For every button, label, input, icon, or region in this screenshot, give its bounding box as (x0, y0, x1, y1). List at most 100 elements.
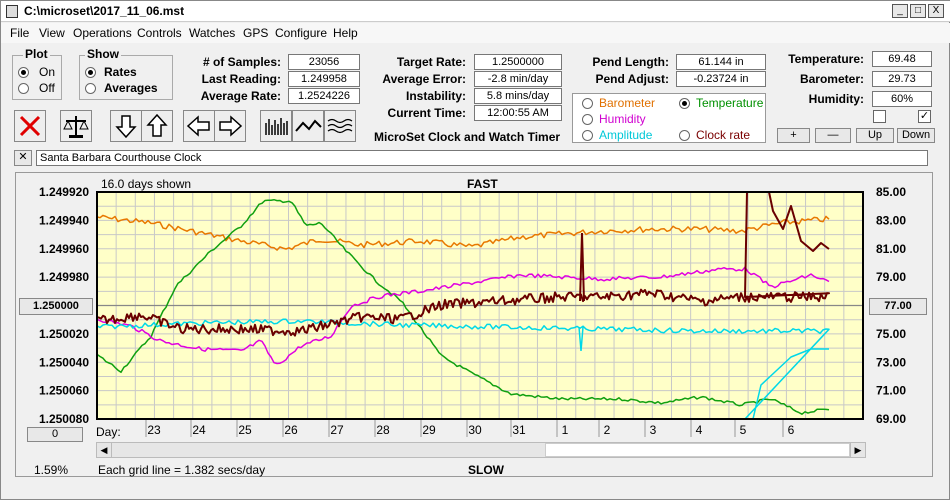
y-right-tick-label: 83.00 (876, 213, 906, 227)
zero-button[interactable]: 0 (27, 427, 83, 442)
y-left-tick-label: 1.249920 (39, 185, 89, 199)
show-rates-radio[interactable] (85, 67, 96, 78)
delete-button[interactable] (14, 110, 46, 142)
instability-label: Instability: (405, 89, 466, 103)
amplitude-dip (578, 326, 584, 352)
menu-file[interactable]: File (10, 26, 30, 40)
scale-minus-button[interactable]: — (815, 128, 851, 143)
days-shown-label: 16.0 days shown (101, 177, 192, 191)
menu-configure[interactable]: Configure (275, 26, 328, 40)
menu-operations[interactable]: Operations (73, 26, 132, 40)
maximize-button[interactable]: □ (910, 4, 926, 18)
wave-view-button[interactable] (324, 110, 356, 142)
menu-gps[interactable]: GPS (243, 26, 269, 40)
menu-bar: File View Operations Controls Watches GP… (1, 23, 950, 43)
show-averages-radio[interactable] (85, 83, 96, 94)
plot-on-radio[interactable] (18, 67, 29, 78)
menu-help[interactable]: Help (333, 26, 358, 40)
line-view-button[interactable] (292, 110, 324, 142)
balance-button[interactable] (60, 110, 92, 142)
arrow-left-icon (186, 115, 210, 137)
y-right-tick-label: 81.00 (876, 242, 906, 256)
y-left-tick-label: 1.249980 (39, 270, 89, 284)
x-tick-label: 24 (192, 423, 206, 437)
bar-chart-icon (265, 118, 288, 135)
humidity-line (96, 266, 830, 365)
watch-close-button[interactable]: ✕ (14, 150, 32, 166)
x-tick-label: 4 (696, 423, 703, 437)
barometer-label: Barometer: (799, 72, 864, 86)
x-tick-label: 29 (422, 423, 436, 437)
x-tick-label: 23 (147, 423, 161, 437)
amplitude-line (96, 318, 830, 420)
y-left-tick-label: 1.249960 (39, 242, 89, 256)
average-error-value: -2.8 min/day (474, 71, 562, 87)
plot-off-radio[interactable] (18, 83, 29, 94)
scroll-left-icon[interactable]: ◀ (97, 443, 112, 457)
y-right-tick-label: 69.00 (876, 412, 906, 426)
x-tick-label: 1 (562, 423, 569, 437)
bars-view-button[interactable] (260, 110, 292, 142)
watch-name-field[interactable]: Santa Barbara Courthouse Clock (36, 150, 928, 166)
legend-amplitude-radio[interactable] (582, 130, 593, 141)
x-tick-label: 2 (604, 423, 611, 437)
arrow-right-button[interactable] (214, 110, 246, 142)
plot-border (96, 191, 864, 420)
x-tick-label: 26 (284, 423, 298, 437)
red-x-icon (19, 115, 41, 137)
last-reading-value: 1.249958 (288, 71, 360, 87)
arrow-up-button[interactable] (141, 110, 173, 142)
legend-humidity-radio[interactable] (582, 114, 593, 125)
y-right-tick-label: 79.00 (876, 270, 906, 284)
legend-barometer-label: Barometer (599, 96, 656, 110)
y-right-tick-label: 75.00 (876, 327, 906, 341)
arrow-left-button[interactable] (183, 110, 215, 142)
menu-view[interactable]: View (39, 26, 65, 40)
day-label: Day: (96, 425, 121, 439)
checkbox-2[interactable]: ✓ (918, 110, 931, 123)
series-legend: Barometer Temperature Humidity Amplitude… (572, 93, 766, 143)
time-scrollbar[interactable]: ◀ ▶ (96, 442, 866, 458)
show-group (79, 55, 173, 100)
grid-note-label: Each grid line = 1.382 secs/day (98, 463, 266, 477)
arrow-down-icon (115, 115, 137, 139)
x-tick-labels: 23 24 25 26 27 28 29 30 31 1 2 3 4 5 6 (145, 420, 795, 437)
scroll-thumb[interactable] (545, 443, 850, 457)
center-rate-button[interactable]: 1.250000 (19, 298, 93, 315)
temperature-value: 69.48 (872, 51, 932, 67)
arrow-down-button[interactable] (110, 110, 142, 142)
y-left-tick-label: 1.250040 (39, 355, 89, 369)
last-reading-label: Last Reading: (201, 72, 281, 86)
x-tick-label: 27 (330, 423, 344, 437)
y-left-tick-label: 1.250020 (39, 327, 89, 341)
scale-down-button[interactable]: Down (897, 128, 935, 143)
show-averages-label: Averages (104, 81, 158, 95)
clock-rate-spike (579, 232, 585, 302)
legend-clockrate-radio[interactable] (679, 130, 690, 141)
center-right-button[interactable]: 77.00 (869, 298, 927, 315)
menu-controls[interactable]: Controls (137, 26, 182, 40)
current-time-label: Current Time: (387, 106, 466, 120)
checkbox-1[interactable] (873, 110, 886, 123)
temperature-label: Temperature: (788, 52, 864, 66)
legend-barometer-radio[interactable] (582, 98, 593, 109)
scroll-right-icon[interactable]: ▶ (850, 443, 865, 457)
plot-group-title: Plot (23, 47, 50, 61)
x-tick-label: 31 (512, 423, 526, 437)
slow-label: SLOW (468, 463, 504, 477)
scale-up-button[interactable]: Up (856, 128, 894, 143)
plot-on-label: On (39, 65, 56, 79)
legend-temperature-radio[interactable] (679, 98, 690, 109)
pend-adjust-label: Pend Adjust: (595, 72, 669, 86)
legend-temperature-label: Temperature (696, 96, 764, 110)
target-rate-label: Target Rate: (396, 55, 466, 69)
minimize-button[interactable]: _ (892, 4, 908, 18)
legend-clockrate-label: Clock rate (696, 128, 751, 142)
y-left-tick-label: 1.250080 (39, 412, 89, 426)
scale-plus-button[interactable]: + (777, 128, 810, 143)
close-button[interactable]: X (928, 4, 944, 18)
menu-watches[interactable]: Watches (189, 26, 236, 40)
y-right-tick-label: 85.00 (876, 185, 906, 199)
